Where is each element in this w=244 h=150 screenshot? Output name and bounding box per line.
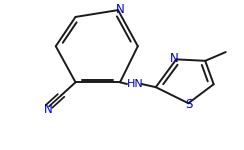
Text: N: N [170,52,178,65]
Text: N: N [116,3,125,16]
Text: N: N [43,103,52,116]
Text: HN: HN [127,79,144,89]
Text: S: S [185,98,193,111]
